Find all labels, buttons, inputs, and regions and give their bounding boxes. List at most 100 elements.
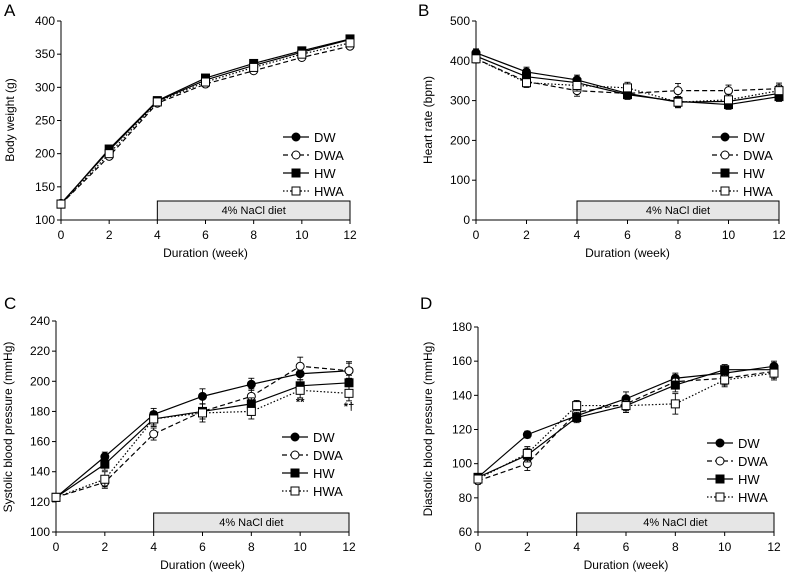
panel-letter: C bbox=[4, 294, 16, 313]
series-hwa bbox=[471, 54, 784, 109]
data-point bbox=[670, 380, 680, 390]
data-point bbox=[100, 459, 110, 469]
x-tick-label: 4 bbox=[573, 540, 580, 554]
x-tick-label: 2 bbox=[106, 228, 113, 242]
panel-c: C 4% NaCl diet 100 120 140 160 180 200 220 240 0 2 4… bbox=[1, 294, 356, 572]
y-tick-label: 300 bbox=[450, 94, 470, 108]
series-dw bbox=[56, 35, 355, 208]
y-axis-title: Heart rate (bpm) bbox=[421, 76, 435, 164]
legend-label: HW bbox=[743, 166, 765, 181]
series-hw bbox=[473, 362, 779, 482]
series-hw bbox=[56, 34, 355, 209]
x-tick-label: 0 bbox=[53, 540, 60, 554]
data-point bbox=[56, 199, 66, 209]
data-point bbox=[572, 401, 582, 411]
x-tick-label: 6 bbox=[199, 540, 206, 554]
legend-label: HW bbox=[314, 166, 336, 181]
significance-marker: ** bbox=[296, 396, 305, 408]
data-point bbox=[295, 385, 305, 395]
legend-label: DW bbox=[738, 436, 760, 451]
legend-marker bbox=[715, 438, 725, 448]
x-tick-label: 10 bbox=[722, 228, 736, 242]
legend-label: HWA bbox=[314, 184, 344, 199]
data-point bbox=[198, 408, 207, 418]
series-dwa bbox=[56, 41, 355, 209]
y-axis-title: Diastolic blood pressure (mmHg) bbox=[421, 342, 435, 517]
legend-marker bbox=[720, 168, 730, 178]
data-point bbox=[522, 448, 532, 458]
legend-marker bbox=[290, 450, 300, 460]
x-tick-label: 6 bbox=[202, 228, 209, 242]
x-axis-title: Duration (week) bbox=[585, 246, 670, 260]
legend-marker bbox=[290, 468, 300, 478]
series-dw bbox=[473, 360, 779, 482]
data-point bbox=[471, 54, 481, 64]
legend-marker bbox=[715, 474, 725, 484]
data-point bbox=[473, 474, 483, 484]
legend-marker bbox=[290, 432, 300, 442]
x-tick-label: 8 bbox=[248, 540, 255, 554]
data-point bbox=[720, 365, 730, 375]
x-tick-label: 4 bbox=[150, 540, 157, 554]
panel-d: D 4% NaCl diet 60 80 100 120 140 160 180 0 2 4 6 8 10 1… bbox=[420, 294, 781, 572]
x-tick-label: 8 bbox=[675, 228, 682, 242]
data-point bbox=[345, 38, 355, 48]
y-tick-label: 100 bbox=[450, 173, 470, 187]
diet-period-label: 4% NaCl diet bbox=[643, 517, 707, 529]
y-tick-label: 400 bbox=[35, 14, 55, 28]
y-tick-label: 160 bbox=[452, 354, 472, 368]
x-tick-label: 10 bbox=[295, 228, 309, 242]
data-point bbox=[152, 97, 162, 107]
y-tick-label: 150 bbox=[35, 180, 55, 194]
data-point bbox=[297, 49, 307, 59]
data-point bbox=[720, 375, 730, 385]
series-hwa bbox=[473, 365, 779, 484]
y-tick-label: 120 bbox=[452, 423, 472, 437]
data-point bbox=[769, 368, 779, 378]
legend-label: DW bbox=[314, 130, 336, 145]
legend-label: DW bbox=[743, 130, 765, 145]
x-axis-title: Duration (week) bbox=[584, 558, 669, 572]
legend-label: HW bbox=[313, 466, 335, 481]
y-tick-label: 400 bbox=[450, 54, 470, 68]
x-tick-label: 6 bbox=[624, 228, 631, 242]
legend-marker bbox=[291, 132, 301, 142]
legend: DW DWA HW HWA bbox=[707, 436, 768, 505]
data-point bbox=[621, 401, 631, 411]
legend: DW DWA HW HWA bbox=[283, 130, 344, 199]
series-dw bbox=[51, 362, 354, 502]
data-point bbox=[572, 80, 582, 90]
data-point bbox=[246, 406, 256, 416]
x-tick-label: 12 bbox=[343, 228, 357, 242]
x-axis-title: Duration (week) bbox=[163, 246, 248, 260]
y-tick-label: 100 bbox=[452, 457, 472, 471]
legend-label: HWA bbox=[738, 490, 768, 505]
legend-label: DWA bbox=[314, 148, 344, 163]
x-tick-label: 8 bbox=[672, 540, 679, 554]
series-line bbox=[60, 45, 351, 205]
legend-label: DW bbox=[313, 430, 335, 445]
data-point bbox=[572, 413, 582, 423]
significance-marker: *† bbox=[344, 401, 354, 413]
y-tick-label: 350 bbox=[35, 47, 55, 61]
legend: DW DWA HW HWA bbox=[712, 130, 773, 199]
legend: DW DWA HW HWA bbox=[282, 430, 343, 499]
legend-marker bbox=[291, 150, 301, 160]
data-point bbox=[100, 474, 110, 484]
data-point bbox=[344, 388, 354, 398]
y-tick-label: 200 bbox=[450, 133, 470, 147]
x-tick-label: 10 bbox=[293, 540, 307, 554]
y-tick-label: 160 bbox=[30, 435, 50, 449]
y-tick-label: 140 bbox=[452, 388, 472, 402]
series-dwa bbox=[473, 364, 779, 486]
data-point bbox=[724, 95, 733, 105]
legend-marker bbox=[291, 168, 301, 178]
data-point bbox=[201, 77, 210, 87]
panel-b: B 4% NaCl diet 0 100 200 300 400 500 0 2 4 6 8 10 12 Du… bbox=[418, 1, 786, 260]
x-tick-label: 4 bbox=[154, 228, 161, 242]
x-axis-title: Duration (week) bbox=[160, 558, 245, 572]
series-line bbox=[60, 42, 351, 205]
y-tick-label: 200 bbox=[35, 147, 55, 161]
legend-label: DWA bbox=[313, 448, 343, 463]
